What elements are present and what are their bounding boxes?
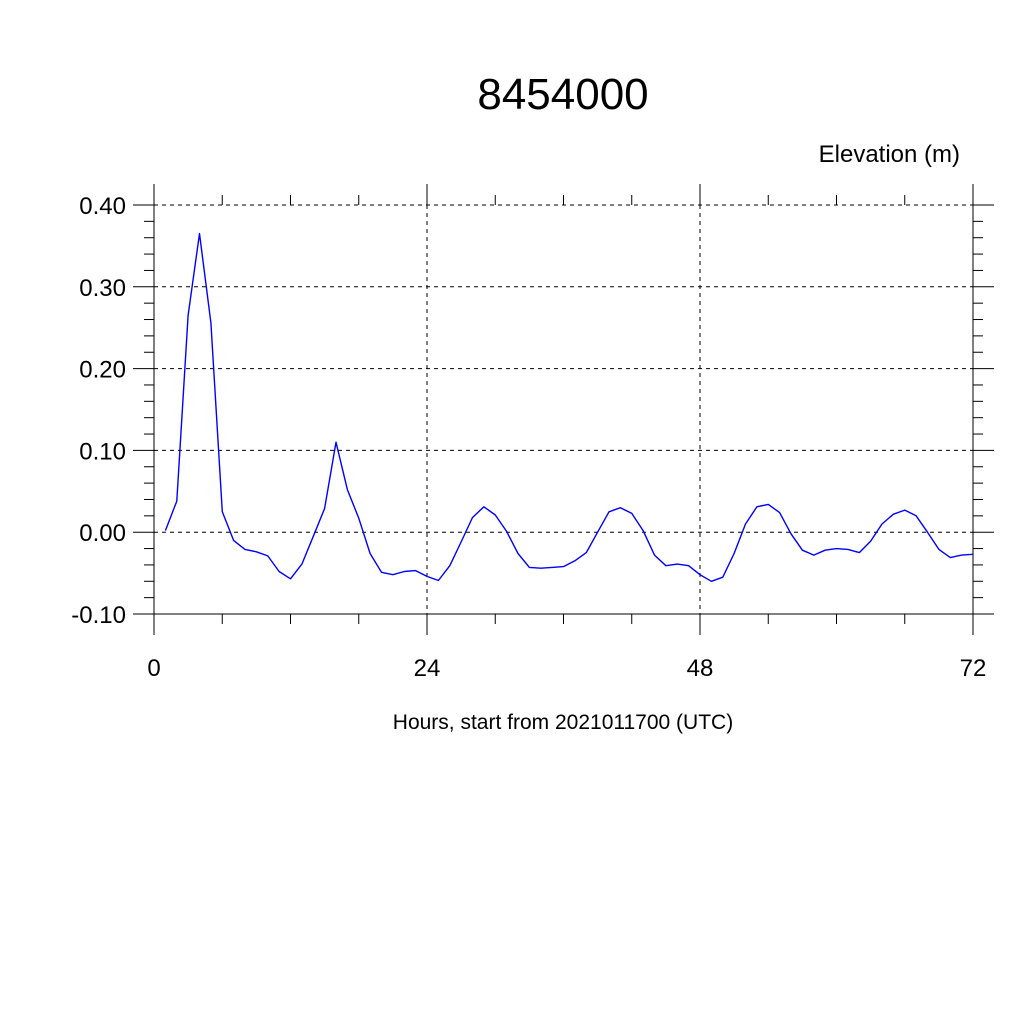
- plot-area: [164, 232, 974, 582]
- x-axis-label: Hours, start from 2021011700 (UTC): [393, 711, 733, 734]
- y-tick-label: 0.40: [79, 193, 126, 220]
- x-tick-label: 72: [960, 655, 987, 682]
- y-tick-label: 0.20: [79, 357, 126, 384]
- tick-labels: -0.10 0.00 0.10 0.20 0.30 0.40 0 24 48 72: [71, 193, 986, 682]
- x-tick-label: 48: [687, 655, 714, 682]
- y-tick-label: -0.10: [71, 602, 126, 629]
- x-tick-label: 0: [147, 655, 160, 682]
- chart-subtitle: Elevation (m): [819, 141, 960, 168]
- y-tick-label: 0.10: [79, 438, 126, 465]
- x-tick-label: 24: [414, 655, 441, 682]
- y-tick-label: 0.30: [79, 275, 126, 302]
- y-tick-label: 0.00: [79, 520, 126, 547]
- series-line: [164, 232, 974, 582]
- axes: [133, 184, 994, 635]
- chart-title: 8454000: [477, 70, 648, 119]
- grid-lines: [154, 204, 973, 614]
